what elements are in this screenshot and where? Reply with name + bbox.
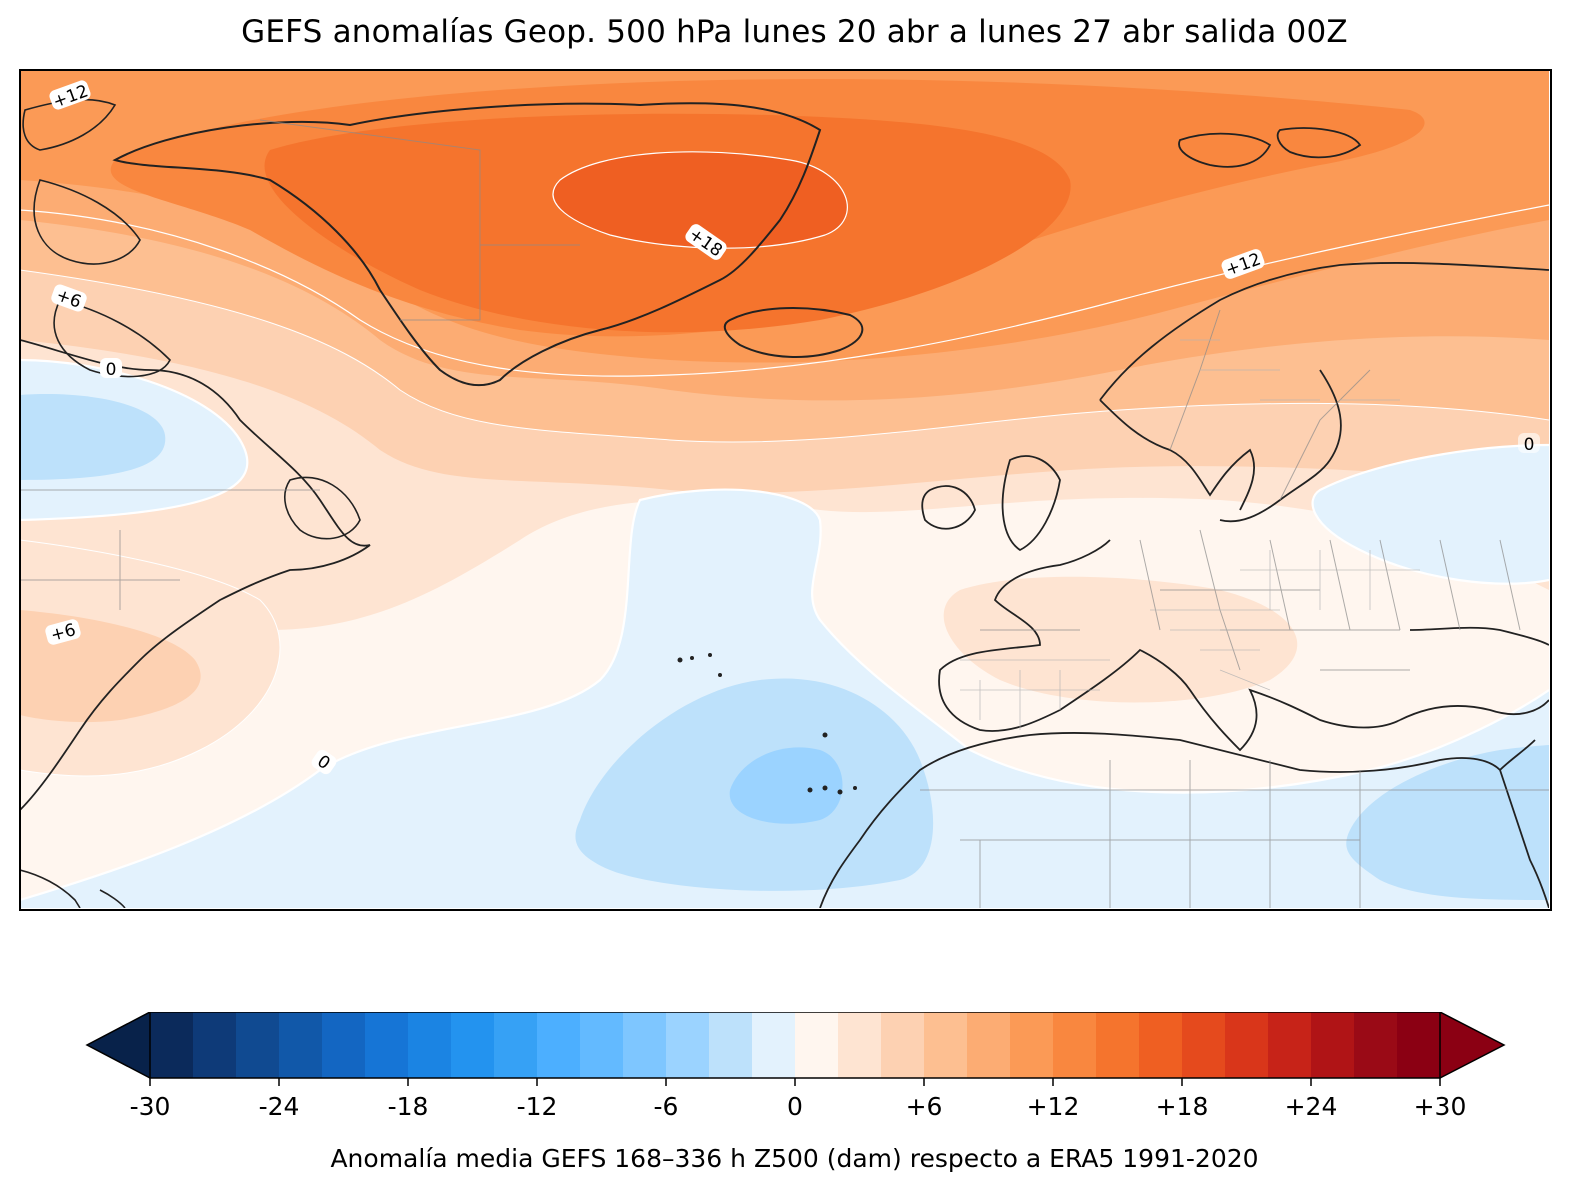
colorbar-bin [365, 1012, 409, 1078]
colorbar-bin [967, 1012, 1011, 1078]
colorbar-bin [236, 1012, 280, 1078]
colorbar-bin [279, 1012, 323, 1078]
anomaly-map: +12 +6 0 +6 0 +12 +18 0 [20, 70, 1549, 908]
north-america-coast [20, 339, 371, 811]
colorbar-tick-label: -6 [654, 1092, 679, 1121]
colorbar-bin [494, 1012, 538, 1078]
anomaly-band-minus2-west [20, 394, 166, 480]
colorbar-tick-label: +18 [1156, 1092, 1209, 1121]
europe-coast [921, 262, 1549, 752]
colorbar-bin [1139, 1012, 1183, 1078]
colorbar-bin [1225, 1012, 1269, 1078]
contour-label-zero-west: 0 [100, 358, 122, 380]
colorbar-bin [1096, 1012, 1140, 1078]
colorbar-bin [1397, 1012, 1441, 1078]
islands-coast [677, 653, 857, 795]
admin-borders-europe [960, 339, 1420, 730]
colorbar-bin [580, 1012, 624, 1078]
colorbar-over-arrow [1440, 1012, 1504, 1078]
colorbar-bin [709, 1012, 753, 1078]
contour-label-zero-east: 0 [1518, 433, 1540, 455]
colorbar-arrow-outline-right [1439, 1011, 1506, 1079]
colorbar-bin [1268, 1012, 1312, 1078]
colorbar-tick-label: 0 [787, 1092, 803, 1121]
colorbar-bin [924, 1012, 968, 1078]
colorbar-under-arrow [87, 1012, 150, 1078]
contour-line-plus12 [20, 204, 1549, 377]
colorbar-tick-label: -30 [130, 1092, 171, 1121]
colorbar-bin [150, 1012, 194, 1078]
anomaly-band-plus16 [553, 151, 848, 249]
svg-text:0: 0 [1524, 435, 1535, 455]
map-title: GEFS anomalías Geop. 500 hPa lunes 20 ab… [241, 14, 1348, 50]
anomaly-band-minus4-atlantic [729, 747, 843, 824]
colorbar-tick-label: +24 [1285, 1092, 1338, 1121]
contour-line-plus6-us [20, 539, 281, 777]
colorbar-bin [838, 1012, 882, 1078]
contour-label-zero-atlantic: 0 [311, 749, 337, 775]
contour-line-plus18 [552, 151, 848, 249]
colorbar-bin [408, 1012, 452, 1078]
colorbar-tick-label: -12 [517, 1092, 558, 1121]
colorbar-bin [193, 1012, 237, 1078]
colorbar-bin [1311, 1012, 1355, 1078]
florida-coast [20, 869, 126, 908]
svalbard-coast [1178, 127, 1362, 168]
colorbar-bin [1053, 1012, 1097, 1078]
colorbar-label: Anomalía media GEFS 168–336 h Z500 (dam)… [330, 1144, 1259, 1173]
colorbar-tick-label: +30 [1414, 1092, 1467, 1121]
colorbar-bin [322, 1012, 366, 1078]
country-borders [20, 119, 1549, 908]
colorbar-bin [795, 1012, 839, 1078]
colorbar-tick-label: -24 [259, 1092, 300, 1121]
svg-text:0: 0 [106, 360, 117, 380]
iceland-coast [723, 307, 864, 358]
colorbar-bin [666, 1012, 710, 1078]
colorbar-bin [623, 1012, 667, 1078]
anomaly-band-minus0-east [1312, 445, 1549, 584]
newfoundland-coast [284, 476, 361, 540]
africa-coast [819, 732, 1549, 908]
colorbar-bin [1010, 1012, 1054, 1078]
contour-line-zero-east [1311, 443, 1549, 585]
colorbar-bin [881, 1012, 925, 1078]
colorbar-tick-label: +6 [906, 1092, 943, 1121]
contour-label-plus6-west: +6 [51, 284, 87, 313]
colorbar-bin [537, 1012, 581, 1078]
colorbar-tick-label: -18 [388, 1092, 429, 1121]
contour-line-plus6-north [20, 269, 1549, 443]
colorbar-arrow-outline-left [85, 1011, 151, 1079]
colorbar-bin [451, 1012, 495, 1078]
colorbar-tick-label: +12 [1027, 1092, 1080, 1121]
colorbar-bin [1182, 1012, 1226, 1078]
anomaly-band-plus2-med [943, 576, 1298, 703]
anomaly-band-minus2-egypt [1346, 745, 1549, 900]
colorbar-bin [1354, 1012, 1398, 1078]
greenland-coast [112, 102, 822, 387]
colorbar: -30 -24 -18 -12 -6 0 +6 +12 +18 +24 +30 [0, 1011, 1589, 1142]
colorbar-bin [752, 1012, 796, 1078]
